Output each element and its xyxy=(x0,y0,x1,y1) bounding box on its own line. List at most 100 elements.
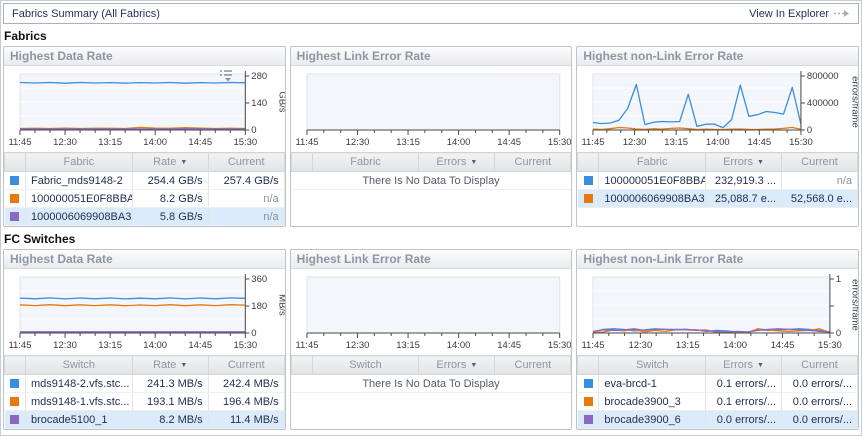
svg-text:0: 0 xyxy=(251,125,256,136)
table-row[interactable]: eva-brcd-1 0.1 errors/... 0.0 errors/... xyxy=(577,374,859,393)
sort-desc-icon: ▼ xyxy=(757,362,764,369)
svg-text:12:30: 12:30 xyxy=(53,340,77,351)
column-header-current[interactable]: Current xyxy=(781,152,859,172)
table-row[interactable]: mds9148-2.vfs.stc... 241.3 MB/s 242.4 MB/s xyxy=(4,374,285,393)
svg-text:1: 1 xyxy=(836,274,841,285)
table-row[interactable]: Fabric_mds9148-2 254.4 GB/s 257.4 GB/s xyxy=(4,171,285,190)
column-header-errors[interactable]: Errors ▼ xyxy=(705,355,783,375)
swatch-column-header xyxy=(4,355,26,375)
view-in-explorer-button[interactable]: View In Explorer xyxy=(749,8,850,20)
table-row[interactable]: brocade3900_3 0.1 errors/... 0.0 errors/..… xyxy=(577,392,859,411)
column-header-fabric[interactable]: Fabric xyxy=(311,152,420,172)
series-color-swatch xyxy=(10,397,20,407)
panel-switches-nonlink-error: Highest non-Link Error Rate 11:45 12:30 13… xyxy=(576,249,860,430)
link-error-line-chart: 11:45 12:30 13:15 14:00 14:45 15:30 xyxy=(295,73,571,148)
svg-text:errors/frame: errors/frame xyxy=(850,76,858,128)
column-header-fabric[interactable]: Fabric xyxy=(598,152,707,172)
swatch-cell xyxy=(577,410,600,429)
swatch-column-header xyxy=(4,152,26,172)
fabrics-data-rate-table: Fabric Rate ▼ Current Fabric_mds9148-2 254… xyxy=(4,152,285,226)
view-in-explorer-label: View In Explorer xyxy=(749,7,829,20)
val-cell: 5.8 GB/s xyxy=(132,207,209,226)
series-color-swatch xyxy=(10,194,20,204)
sort-desc-icon: ▼ xyxy=(470,362,478,369)
series-color-swatch xyxy=(10,176,20,186)
titlebar: Fabrics Summary (All Fabrics) View In Ex… xyxy=(3,3,859,24)
name-cell: 100000051E0F8BBA xyxy=(25,189,133,208)
name-cell: Fabric_mds9148-2 xyxy=(25,171,133,190)
swatch-cell xyxy=(4,410,26,429)
name-cell: mds9148-2.vfs.stc... xyxy=(25,374,133,393)
fc-switches-panel-row: Highest Data Rate 11:45 12:30 13:15 14:00 14… xyxy=(1,249,861,430)
no-data-message: There Is No Data To Display xyxy=(291,171,571,190)
cur-cell: 0.0 errors/... xyxy=(781,374,859,393)
svg-text:15:30: 15:30 xyxy=(547,137,571,148)
svg-text:280: 280 xyxy=(251,71,267,82)
val-cell: 0.0 errors/... xyxy=(705,410,783,429)
panel-fabrics-data-rate: Highest Data Rate 11:45 12:30 13:15 14:00 14… xyxy=(3,46,286,227)
cur-cell: 0.0 errors/... xyxy=(781,392,859,411)
column-header-errors[interactable]: Errors ▼ xyxy=(705,152,783,172)
section-label-fc-switches: FC Switches xyxy=(4,232,76,246)
table-row[interactable]: mds9148-1.vfs.stc... 193.1 MB/s 196.4 MB/s xyxy=(4,392,285,411)
svg-text:14:45: 14:45 xyxy=(497,340,521,351)
column-header-switch[interactable]: Switch xyxy=(25,355,133,375)
chart-legend-menu-icon[interactable] xyxy=(219,69,233,82)
nonlink-error-line-chart: 11:45 12:30 13:15 14:00 14:45 15:300 400000 800… xyxy=(582,71,858,148)
svg-text:14:00: 14:00 xyxy=(446,340,470,351)
sort-desc-icon: ▼ xyxy=(180,362,188,369)
svg-text:800000: 800000 xyxy=(807,71,839,82)
data-rate-line-chart: 11:45 12:30 13:15 14:00 14:45 15:300 140 280 GB/… xyxy=(8,71,284,148)
svg-text:11:45: 11:45 xyxy=(8,340,31,351)
page-title: Fabrics Summary (All Fabrics) xyxy=(12,7,160,20)
swatch-cell xyxy=(577,374,600,393)
val-cell: 25,088.7 e... xyxy=(705,189,783,208)
table-row[interactable]: 100000051E0F8BBA 8.2 GB/s n/a xyxy=(4,189,285,208)
val-cell: 241.3 MB/s xyxy=(132,374,209,393)
column-header-rate[interactable]: Rate ▼ xyxy=(131,355,209,375)
val-cell: 0.1 errors/... xyxy=(705,392,783,411)
column-header-current[interactable]: Current xyxy=(494,355,572,375)
val-cell: 232,919.3 ... xyxy=(705,171,783,190)
svg-text:14:45: 14:45 xyxy=(748,137,772,148)
svg-text:180: 180 xyxy=(251,301,267,312)
column-header-switch[interactable]: Switch xyxy=(311,355,420,375)
cur-cell: 257.4 GB/s xyxy=(208,171,285,190)
table-row[interactable]: 1000006069908BA3 25,088.7 e... 52,568.0 e.… xyxy=(577,189,859,208)
swatch-cell xyxy=(4,392,26,411)
column-header-current[interactable]: Current xyxy=(207,152,285,172)
no-data-message: There Is No Data To Display xyxy=(291,374,571,393)
column-header-switch[interactable]: Switch xyxy=(598,355,707,375)
svg-text:140: 140 xyxy=(251,98,267,109)
table-row[interactable]: 1000006069908BA3 5.8 GB/s n/a xyxy=(4,207,285,226)
series-color-swatch xyxy=(583,415,593,425)
column-header-current[interactable]: Current xyxy=(207,355,285,375)
column-header-fabric[interactable]: Fabric xyxy=(25,152,133,172)
column-header-current[interactable]: Current xyxy=(781,355,859,375)
svg-text:15:30: 15:30 xyxy=(789,137,813,148)
panel-title: Highest non-Link Error Rate xyxy=(583,49,744,63)
name-cell: brocade5100_1 xyxy=(25,410,133,429)
panel-title: Highest non-Link Error Rate xyxy=(583,252,744,266)
column-header-errors[interactable]: Errors ▼ xyxy=(418,355,496,375)
name-cell: mds9148-1.vfs.stc... xyxy=(25,392,133,411)
svg-text:14:00: 14:00 xyxy=(724,340,748,351)
no-data-row: There Is No Data To Display xyxy=(291,171,571,190)
column-header-rate[interactable]: Rate ▼ xyxy=(131,152,209,172)
column-header-errors[interactable]: Errors ▼ xyxy=(418,152,496,172)
svg-text:14:45: 14:45 xyxy=(771,340,795,351)
svg-text:13:15: 13:15 xyxy=(676,340,700,351)
panel-title: Highest Data Rate xyxy=(10,252,113,266)
swatch-column-header xyxy=(577,355,600,375)
svg-text:11:45: 11:45 xyxy=(295,137,318,148)
cur-cell: 0.0 errors/... xyxy=(781,410,859,429)
svg-text:14:45: 14:45 xyxy=(188,137,212,148)
svg-text:13:15: 13:15 xyxy=(98,340,122,351)
table-row[interactable]: 100000051E0F8BBA 232,919.3 ... n/a xyxy=(577,171,859,190)
series-color-swatch xyxy=(583,194,593,204)
table-row[interactable]: brocade3900_6 0.0 errors/... 0.0 errors/..… xyxy=(577,410,859,429)
series-color-swatch xyxy=(583,176,593,186)
table-row[interactable]: brocade5100_1 8.2 MB/s 11.4 MB/s xyxy=(4,410,285,429)
column-header-current[interactable]: Current xyxy=(494,152,572,172)
